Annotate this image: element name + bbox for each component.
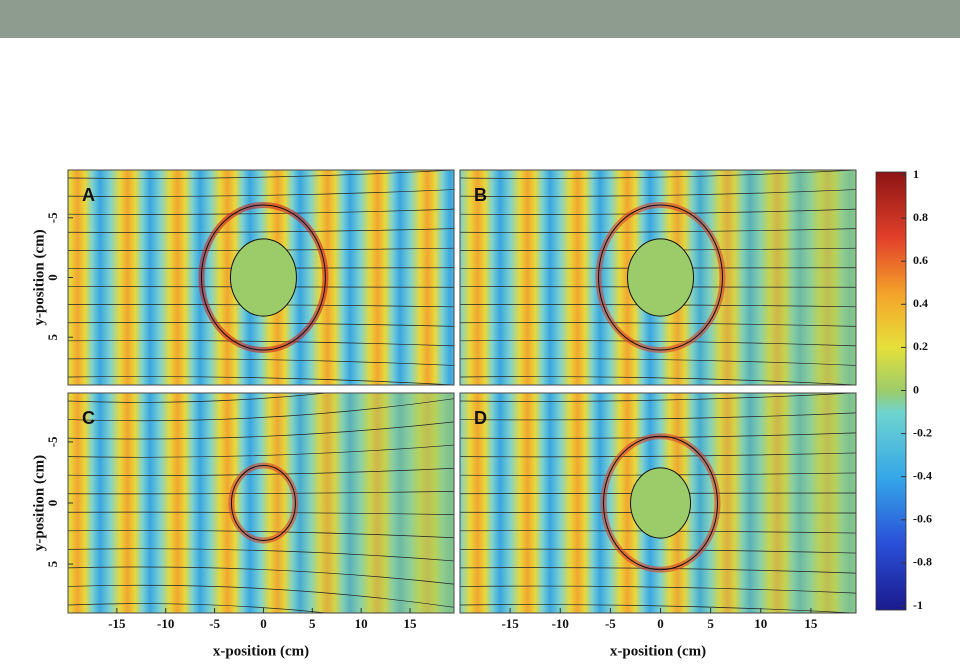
panel-label: A — [82, 185, 95, 205]
streamline — [460, 376, 856, 385]
streamline — [68, 322, 454, 327]
streamline — [460, 170, 856, 179]
panel-label: C — [82, 408, 95, 428]
y-axis-label: y-position (cm) — [31, 455, 47, 551]
streamline — [460, 322, 856, 327]
streamline — [68, 398, 454, 422]
streamline — [68, 491, 454, 495]
colorbar-tick-label: 0.4 — [913, 296, 928, 310]
x-tick-label: 0 — [260, 616, 267, 631]
streamline — [460, 208, 856, 215]
streamline — [68, 189, 454, 197]
field-panel — [68, 170, 454, 385]
field-panel — [68, 393, 454, 613]
core — [627, 238, 695, 317]
field-panel — [460, 170, 856, 385]
y-tick-label: 0 — [45, 274, 60, 281]
x-tick-label: -15 — [501, 616, 519, 631]
shell-outline — [598, 204, 724, 351]
y-tick-label: 5 — [45, 333, 60, 340]
streamline — [460, 358, 856, 366]
x-axis-label: x-position (cm) — [610, 643, 706, 659]
streamline — [68, 530, 454, 539]
x-tick-label: 15 — [804, 616, 818, 631]
x-axis-label: x-position (cm) — [213, 643, 309, 659]
streamline — [68, 548, 454, 562]
streamline — [68, 584, 454, 608]
core — [229, 238, 297, 317]
colorbar-tick-label: -0.6 — [913, 512, 932, 526]
colorbar-tick-label: 0 — [913, 382, 919, 396]
panels: A -5 0 5 y-position (cm) B C -5 0 5 y-position (cm… — [31, 169, 857, 659]
streamline — [68, 467, 454, 476]
streamline — [460, 393, 856, 402]
streamline — [68, 393, 331, 403]
x-tick-label: 0 — [657, 616, 664, 631]
streamline — [460, 548, 856, 554]
streamline — [460, 604, 856, 613]
streamline — [68, 376, 454, 385]
colorbar-tick-label: 0.8 — [913, 210, 928, 224]
shell-outline — [230, 465, 296, 541]
panel-frame — [459, 392, 857, 614]
streamline — [460, 189, 856, 197]
colorbar-tick-label: -0.2 — [913, 425, 932, 439]
panel-frame — [459, 169, 857, 386]
x-tick-label: -5 — [605, 616, 616, 631]
streamline — [68, 340, 454, 347]
streamline — [460, 228, 856, 233]
y-tick-label: -5 — [45, 436, 60, 447]
streamline — [68, 603, 331, 613]
y-tick-label: 0 — [45, 500, 60, 507]
x-tick-label: -5 — [209, 616, 220, 631]
colorbar-tick-label: 0.2 — [913, 339, 928, 353]
x-tick-label: 10 — [754, 616, 767, 631]
x-tick-label: 5 — [309, 616, 316, 631]
streamline — [68, 444, 454, 458]
colorbar-tick-label: 0.6 — [913, 253, 928, 267]
shell-outline — [200, 204, 326, 351]
streamline — [460, 412, 856, 421]
core — [630, 467, 692, 539]
y-tick-label: -5 — [45, 212, 60, 223]
colorbar-tick-label: -1 — [913, 598, 923, 612]
colorbar-tick-label: -0.8 — [913, 555, 932, 569]
streamline — [460, 585, 856, 594]
y-tick-label: 5 — [45, 560, 60, 567]
shell-outline — [603, 435, 719, 571]
streamline — [68, 228, 454, 233]
x-tick-label: 5 — [707, 616, 714, 631]
colorbar-tick-label: 1 — [913, 167, 919, 181]
streamline — [68, 208, 454, 215]
streamline — [460, 340, 856, 347]
x-tick-label: -10 — [157, 616, 174, 631]
streamline — [68, 421, 454, 440]
x-tick-label: 15 — [404, 616, 418, 631]
colorbar-tick-label: -0.4 — [913, 468, 932, 482]
streamline — [68, 358, 454, 366]
y-axis-label: y-position (cm) — [31, 229, 47, 325]
panel-label: B — [474, 185, 487, 205]
x-tick-label: -10 — [552, 616, 569, 631]
x-tick-label: 10 — [355, 616, 368, 631]
streamline — [68, 170, 454, 179]
streamline — [68, 566, 454, 585]
field-fade — [68, 393, 454, 613]
header-bar — [0, 0, 960, 38]
panel-label: D — [474, 408, 487, 428]
streamline — [460, 452, 856, 458]
x-tick-label: -15 — [108, 616, 126, 631]
field-panel — [460, 393, 856, 613]
streamline — [68, 511, 454, 515]
